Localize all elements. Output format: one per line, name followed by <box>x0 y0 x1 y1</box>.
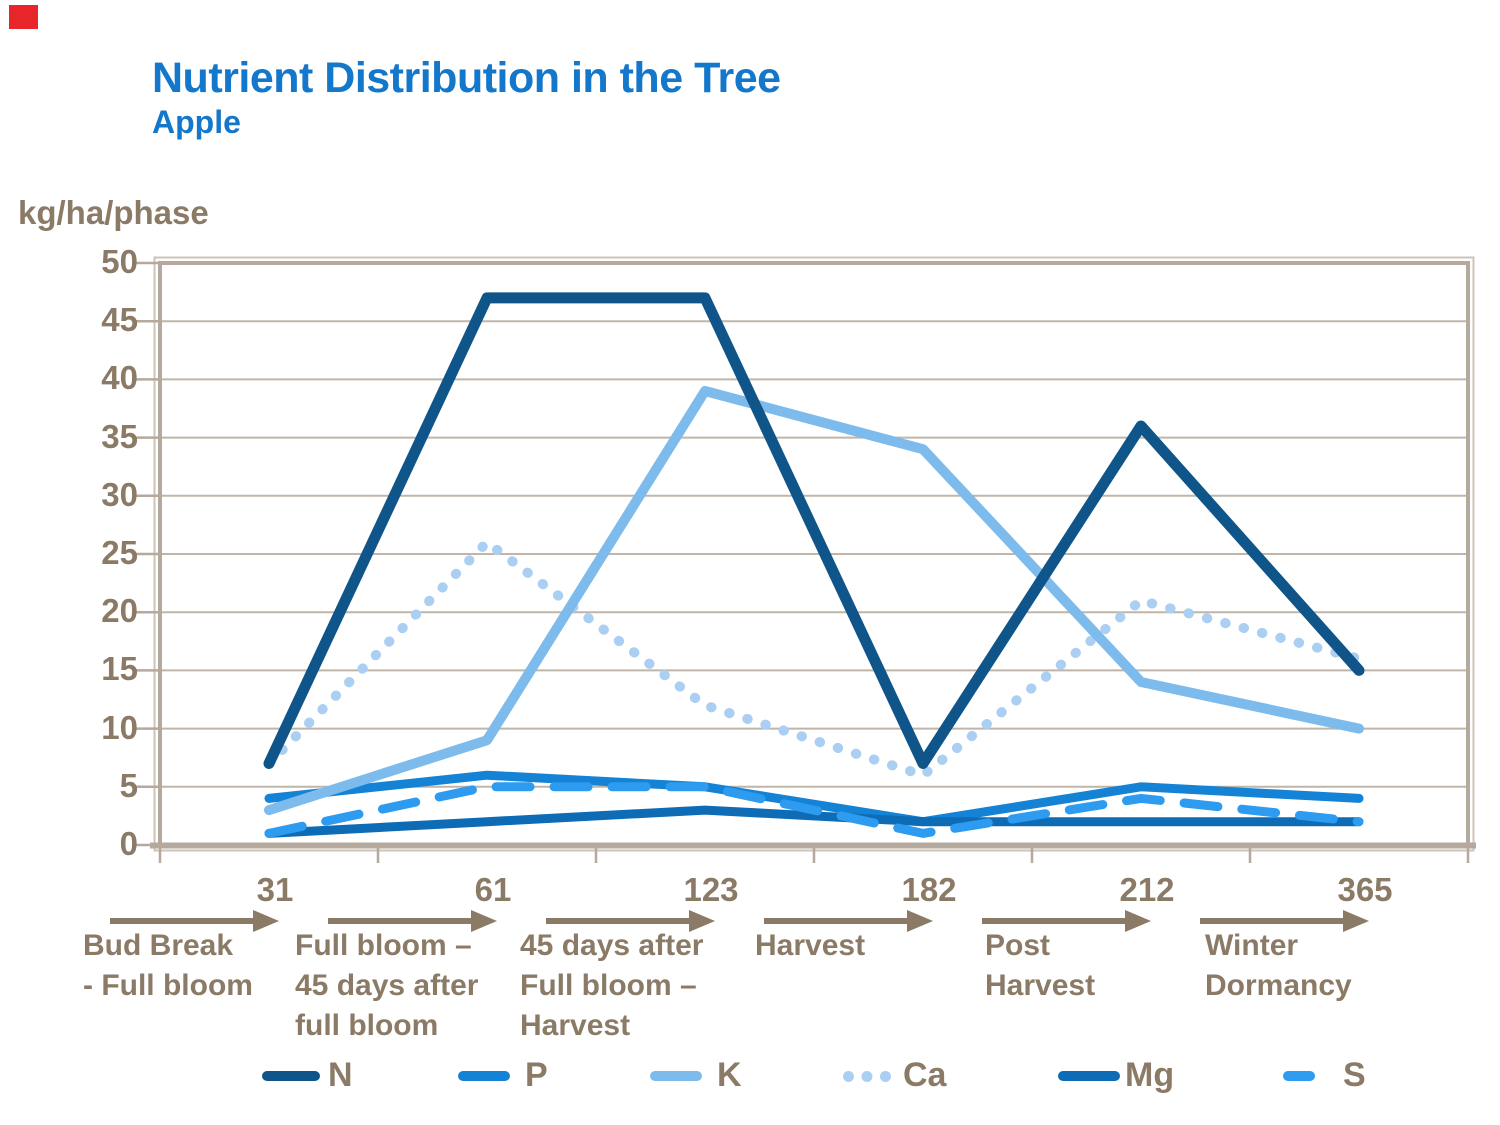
y-tick-label: 10 <box>101 708 138 746</box>
series-S-line <box>264 782 1364 838</box>
y-tick-label: 5 <box>119 766 138 804</box>
y-tick-label: 25 <box>101 534 138 571</box>
phase-arrow-head <box>471 910 497 932</box>
phase-arrow-head <box>689 910 715 932</box>
legend-swatch-N <box>262 1071 320 1081</box>
phase-arrow-head <box>1125 910 1151 932</box>
legend-swatch-Mg <box>1058 1071 1120 1081</box>
series-Mg-line <box>264 805 1364 838</box>
red-corner-mark <box>9 5 38 29</box>
y-tick-label: 35 <box>101 417 138 455</box>
y-tick-label: 20 <box>101 592 138 630</box>
y-tick-label: 40 <box>101 359 138 397</box>
legend-swatch-P <box>458 1071 510 1081</box>
x-tick-label: 365 <box>1337 871 1393 908</box>
y-tick-label: 0 <box>119 825 138 862</box>
legend-label-Ca: Ca <box>903 1056 947 1094</box>
phase-label: Full bloom – 45 days after full bloom <box>295 929 479 1042</box>
legend-label-N: N <box>328 1056 353 1094</box>
legend-swatch-S <box>1283 1071 1315 1081</box>
x-tick-label: 212 <box>1119 871 1175 908</box>
y-tick-label: 30 <box>101 475 138 513</box>
series-K-line <box>264 386 1364 816</box>
x-tick-label: 123 <box>683 871 739 908</box>
y-tick-label: 50 <box>101 243 138 280</box>
x-tick-label: 31 <box>256 871 294 908</box>
phase-label: Post Harvest <box>985 929 1096 1002</box>
phase-label: Bud Break - Full bloom <box>83 929 253 1002</box>
x-tick-label: 182 <box>901 871 957 908</box>
legend-label-Mg: Mg <box>1125 1056 1175 1094</box>
phase-arrow-head <box>1343 910 1369 932</box>
chart-title: Nutrient Distribution in the Tree <box>152 54 781 102</box>
series-N-line <box>263 292 1365 769</box>
chart-subtitle: Apple <box>152 104 241 140</box>
legend-label-P: P <box>525 1056 548 1094</box>
legend-label-K: K <box>717 1056 742 1094</box>
phase-arrow-head <box>253 910 279 932</box>
phase-arrow-head <box>907 910 933 932</box>
legend-label-S: S <box>1343 1056 1366 1094</box>
y-axis-title: kg/ha/phase <box>18 194 209 231</box>
phase-label: Winter Dormancy <box>1205 929 1352 1002</box>
legend-swatch-Ca <box>843 1071 891 1082</box>
y-tick-label: 15 <box>101 650 138 688</box>
phase-label: Harvest <box>755 929 866 962</box>
phase-label: 45 days after Full bloom – Harvest <box>520 929 704 1042</box>
series-P-line <box>264 770 1364 827</box>
series-Ca-line <box>264 537 1364 781</box>
legend-swatch-K <box>650 1071 702 1081</box>
x-tick-label: 61 <box>474 871 512 908</box>
y-tick-label: 45 <box>101 301 138 339</box>
